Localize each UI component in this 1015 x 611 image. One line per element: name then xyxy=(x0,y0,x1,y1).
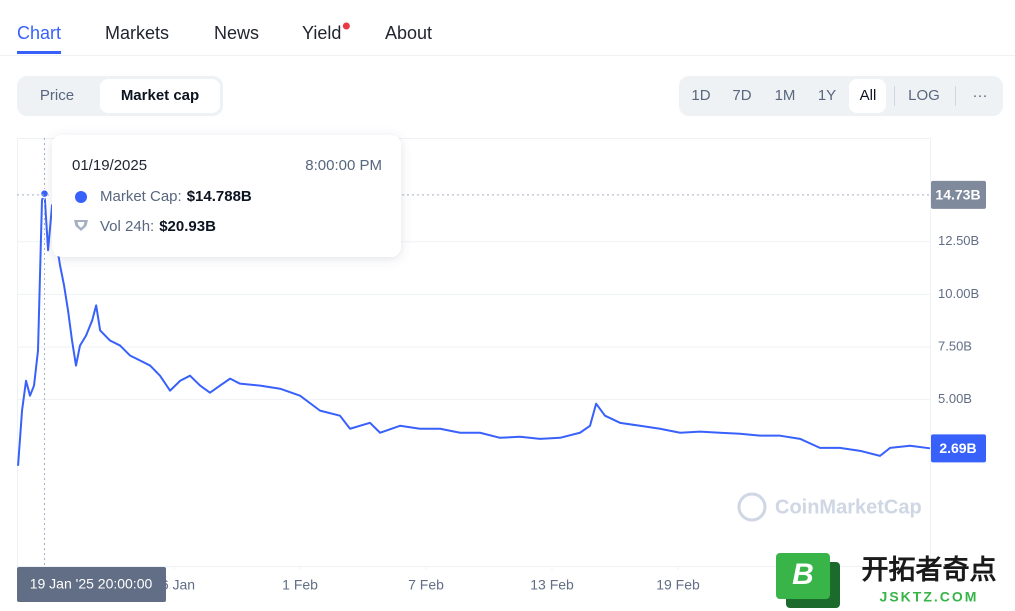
tab[interactable]: News xyxy=(214,23,259,43)
range-option[interactable]: 1M xyxy=(775,87,796,104)
y-tick-label: 12.50B xyxy=(938,233,979,248)
tooltip-value: $20.93B xyxy=(159,218,216,235)
tooltip-volume-icon-inner xyxy=(77,222,85,228)
plot xyxy=(17,138,931,566)
corner-logo-url: JSKTZ.COM xyxy=(880,589,979,605)
tooltip-date: 01/19/2025 xyxy=(72,157,147,174)
y-tick-label: 5.00B xyxy=(938,391,972,406)
tooltip-value: $14.788B xyxy=(187,188,252,205)
annotation-label: 14.73B xyxy=(935,187,980,203)
more-button[interactable]: ··· xyxy=(973,87,988,104)
range-option[interactable]: 1Y xyxy=(818,87,836,104)
tab[interactable]: Yield xyxy=(302,23,341,43)
tab-bar: Chart Markets News Yield About xyxy=(17,22,432,54)
x-tick-label: 19 Feb xyxy=(656,577,700,593)
range-buttons: 1D 7D 1M 1Y All xyxy=(691,87,876,104)
y-tick-label: 7.50B xyxy=(938,338,972,353)
toggle-option[interactable]: Market cap xyxy=(121,87,199,104)
range-active xyxy=(849,79,886,113)
watermark-text: CoinMarketCap xyxy=(775,496,922,518)
tab[interactable]: About xyxy=(385,23,432,43)
market-cap-line xyxy=(17,192,931,466)
tooltip: 01/19/2025 8:00:00 PM Market Cap: $14.78… xyxy=(52,135,401,257)
range-option[interactable]: All xyxy=(860,87,877,104)
tab-badge xyxy=(342,22,350,30)
tooltip-box xyxy=(52,135,401,257)
crosshair-label: 19 Jan '25 20:00:00 xyxy=(30,576,153,592)
toggle-option[interactable]: Price xyxy=(40,87,74,104)
hover-point xyxy=(39,188,50,199)
annotation-label: 2.69B xyxy=(939,440,976,456)
x-tick-label: 7 Feb xyxy=(408,577,444,593)
watermark: CoinMarketCap xyxy=(737,492,922,522)
x-tick-label: 1 Feb xyxy=(282,577,318,593)
log-button[interactable]: LOG xyxy=(908,87,940,104)
range-group xyxy=(679,76,1003,116)
crosshair-label-box xyxy=(17,567,166,602)
tooltip-label: Vol 24h: xyxy=(100,218,154,235)
tooltip-time: 8:00:00 PM xyxy=(305,157,382,174)
y-tick-label: 10.00B xyxy=(938,286,979,301)
tooltip-series-dot xyxy=(75,191,87,203)
range-option[interactable]: 7D xyxy=(732,87,751,104)
annotation-box xyxy=(931,180,986,209)
tab[interactable]: Chart xyxy=(17,23,61,43)
annotation-box xyxy=(931,434,986,463)
corner-logo: B 开拓者奇点 JSKTZ.COM xyxy=(776,553,997,608)
toggle: Price Market cap xyxy=(40,87,199,104)
toggle-active xyxy=(100,79,220,113)
tooltip-label: Market Cap: xyxy=(100,188,182,205)
range-option[interactable]: 1D xyxy=(691,87,710,104)
tab-underline xyxy=(17,51,62,54)
corner-logo-badge xyxy=(776,553,830,599)
x-tick-label: 13 Feb xyxy=(530,577,574,593)
corner-logo-letter: B xyxy=(792,558,814,591)
tab[interactable]: Markets xyxy=(105,23,169,43)
corner-logo-text: 开拓者奇点 xyxy=(862,555,997,585)
watermark-logo xyxy=(737,492,767,522)
